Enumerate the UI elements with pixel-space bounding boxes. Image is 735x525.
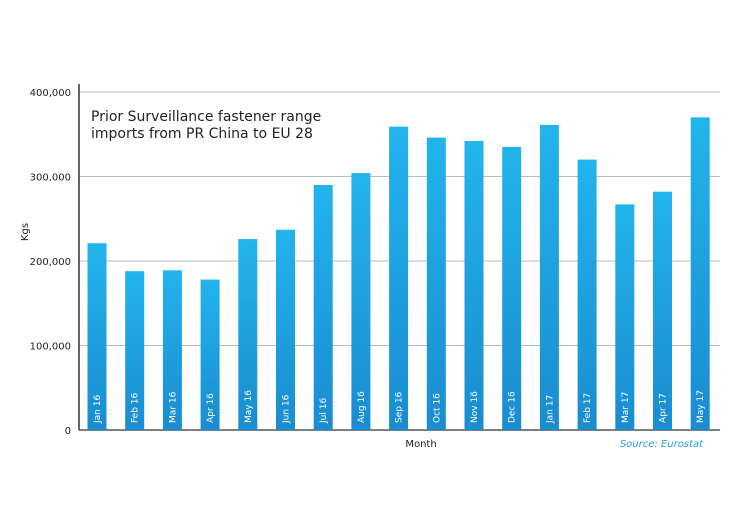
bar <box>87 243 107 430</box>
x-tick-label: Oct 16 <box>432 393 442 423</box>
x-axis-label: Month <box>405 439 436 450</box>
bar <box>313 184 333 430</box>
bar <box>690 117 710 430</box>
bar <box>276 229 295 430</box>
bar <box>200 279 220 430</box>
bar <box>539 124 559 430</box>
y-axis-label: Kgs <box>20 223 31 241</box>
x-tick-label: Jul 16 <box>319 398 329 424</box>
y-axis-ticks: 0 100,000 200,000 300,000 400,000 <box>30 88 71 437</box>
x-tick-label: Mar 16 <box>168 391 178 423</box>
bar <box>577 159 597 430</box>
bar <box>125 271 145 430</box>
x-tick-label: Feb 16 <box>131 392 141 423</box>
x-tick-label: Apr 16 <box>206 393 216 423</box>
y-tick-label: 400,000 <box>30 88 71 99</box>
x-tick-label: May 16 <box>244 390 254 423</box>
x-tick-label: Mar 17 <box>621 392 631 423</box>
bar <box>464 141 484 430</box>
bar <box>351 173 371 430</box>
y-tick-label: 300,000 <box>30 173 71 184</box>
y-tick-label: 0 <box>65 426 71 437</box>
bar <box>162 270 182 430</box>
bar <box>502 146 522 431</box>
chart-title-line-2: imports from PR China to EU 28 <box>91 126 313 142</box>
x-tick-label: Nov 16 <box>470 391 480 423</box>
chart-title-line-1: Prior Surveillance fastener range <box>91 109 321 125</box>
x-tick-label: Jan 16 <box>93 395 103 424</box>
y-tick-label: 200,000 <box>30 257 71 268</box>
x-tick-label: Aug 16 <box>357 391 367 423</box>
x-tick-label: May 17 <box>696 390 706 423</box>
x-tick-label: Jan 17 <box>545 395 555 424</box>
x-tick-label: Dec 16 <box>508 391 518 423</box>
bar <box>426 137 446 430</box>
bar <box>389 126 409 431</box>
bar <box>615 204 635 430</box>
bars: Jan 16 Feb 16 Mar 16 Apr 16 May 16 Jun 16 Jul … <box>87 117 710 431</box>
x-tick-label: Apr 17 <box>659 393 669 423</box>
bar <box>238 239 258 430</box>
x-tick-label: Feb 17 <box>583 393 593 423</box>
bar <box>653 191 672 430</box>
x-tick-label: Jun 16 <box>282 394 292 424</box>
y-tick-label: 100,000 <box>30 342 71 353</box>
source-note: Source: Eurostat <box>620 439 704 450</box>
x-tick-label: Sep 16 <box>395 391 405 423</box>
